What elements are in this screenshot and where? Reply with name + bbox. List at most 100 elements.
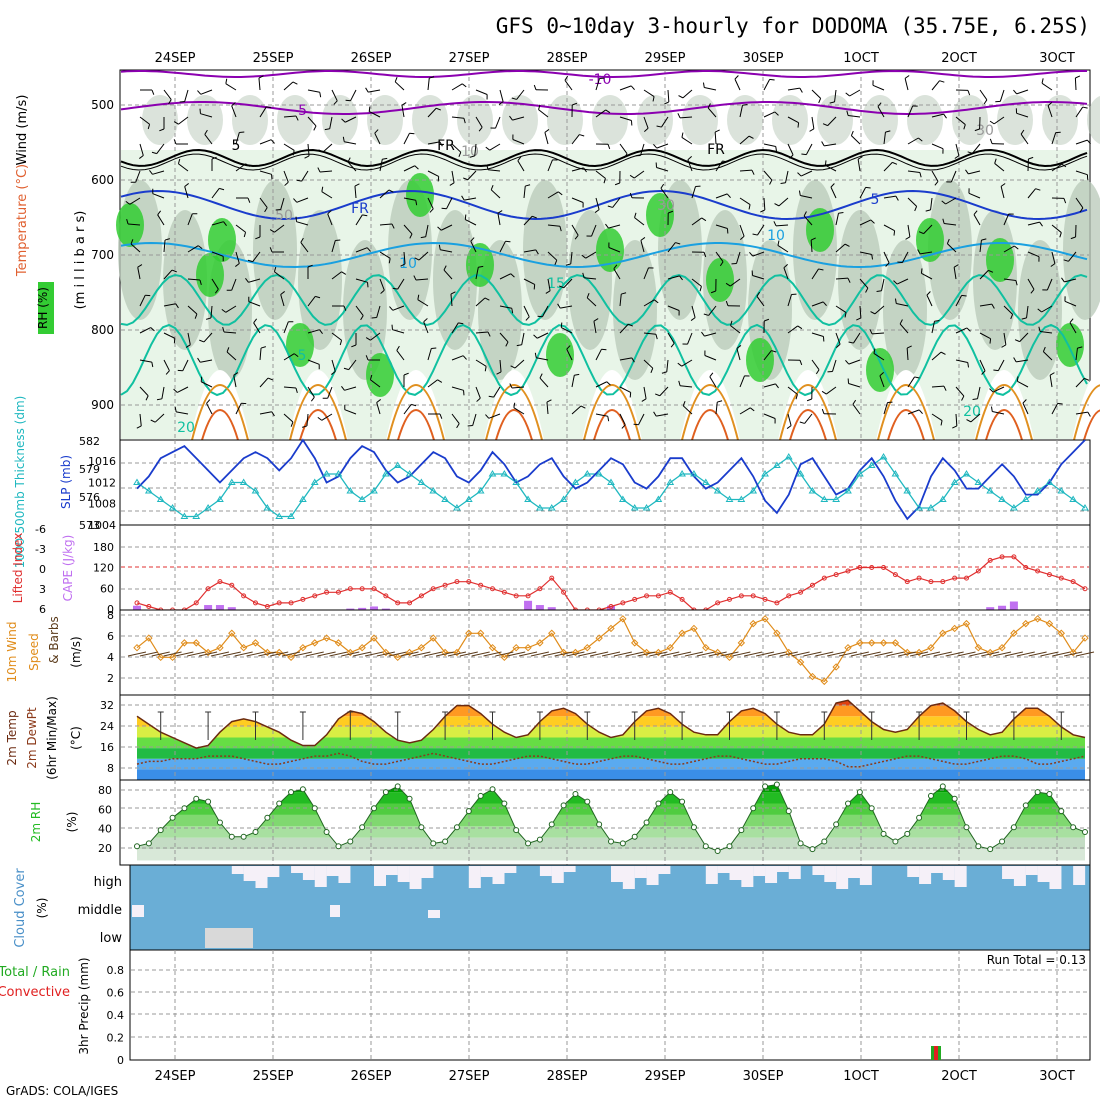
- wind-barb-flag: [656, 125, 662, 128]
- wind-barb: [859, 187, 867, 199]
- thickness-point: [725, 495, 734, 502]
- wind-barb: [514, 359, 525, 369]
- wind-barb-flag: [165, 370, 170, 375]
- surface-wind-barb: [803, 651, 822, 657]
- wind-barb: [225, 305, 237, 313]
- rh-shade-upper: [1042, 95, 1078, 145]
- wind-barb-flag: [1000, 183, 1006, 187]
- surface-wind-barb: [353, 651, 372, 657]
- wind-barb: [451, 386, 464, 391]
- wind-barb-flag: [703, 252, 707, 258]
- wind-barb: [585, 251, 597, 259]
- pressure-tick: 700: [91, 248, 114, 262]
- cape-label: CAPE (J/kg): [61, 535, 75, 602]
- wind-barb-flag: [989, 138, 993, 144]
- wind-barb: [1075, 139, 1088, 145]
- rh-point: [394, 783, 401, 790]
- wind-barb: [423, 321, 429, 334]
- wind-barb: [977, 386, 981, 399]
- wind-barb: [139, 413, 142, 426]
- wind-barbs: [125, 75, 1091, 429]
- wind-barb: [547, 278, 551, 291]
- wind-barb: [859, 305, 862, 319]
- wind-barb-flag: [409, 233, 413, 239]
- wind-barb-flag: [775, 383, 779, 389]
- precip-conv-label: Convective: [0, 985, 70, 1000]
- wind-barb: [259, 197, 268, 208]
- surface-wind-barb: [909, 651, 929, 657]
- li-point: [1011, 554, 1017, 560]
- wind-barb: [591, 224, 597, 237]
- wind-barb-flag: [177, 158, 181, 164]
- wind-barb-flag: [621, 292, 627, 295]
- wind-barb-flag: [925, 209, 931, 212]
- contour-label: 30: [976, 123, 994, 139]
- contour-25: [1083, 409, 1100, 441]
- wind-barb: [490, 189, 501, 199]
- contour-25: [789, 409, 827, 441]
- wind-barb: [403, 197, 416, 201]
- wind-barb-flag: [347, 157, 351, 163]
- wind-barb-flag: [725, 282, 731, 287]
- wind-speed-point: [287, 653, 295, 662]
- wind-barb-flag: [365, 355, 369, 361]
- wind-barb: [570, 251, 573, 264]
- wind-barb-flag: [893, 280, 898, 285]
- wind-barb-flag: [463, 118, 466, 124]
- wind-barb-flag: [972, 398, 978, 401]
- wind-barb-flag: [973, 210, 978, 215]
- wind-barb-flag: [857, 156, 863, 160]
- wind-barb: [235, 251, 240, 264]
- rh-shade-upper: [502, 95, 538, 145]
- wind-barb: [1020, 133, 1029, 145]
- wind-barb: [931, 413, 943, 421]
- wind-barb: [704, 87, 717, 91]
- wind-barb: [586, 297, 597, 307]
- li-point: [833, 572, 839, 578]
- cape-bar: [346, 608, 355, 610]
- wind-barb-flag: [904, 75, 910, 79]
- thickness-point: [642, 504, 651, 511]
- wind-barb: [955, 359, 968, 363]
- rh-point: [892, 838, 899, 845]
- surface-wind-barb: [969, 651, 988, 657]
- wind-barb-flag: [461, 195, 465, 201]
- wind-barb-flag: [966, 419, 972, 423]
- wind-barb-flag: [679, 275, 683, 281]
- thickness-point: [453, 504, 461, 511]
- wind-barb: [523, 186, 526, 199]
- surface-wind-barb: [886, 651, 905, 657]
- wind-barb-flag: [795, 394, 798, 400]
- wind-barb: [1043, 351, 1053, 361]
- wind-barb: [827, 116, 837, 126]
- wind-speed-point: [808, 672, 817, 681]
- wind-barb-flag: [605, 223, 609, 229]
- wind-speed-point: [382, 648, 390, 657]
- wind-barb-flag: [586, 292, 590, 299]
- wind-barb-flag: [918, 231, 924, 235]
- rh2m-label: 2m RH: [29, 802, 43, 843]
- rh-point: [501, 800, 508, 807]
- wind-barb-flag: [847, 277, 851, 283]
- li-point: [975, 568, 981, 574]
- x-tick-label: 25SEP: [253, 1069, 294, 1084]
- wind-barb-flag: [362, 214, 368, 217]
- wind-barb: [516, 89, 525, 100]
- rh-shade-upper: [682, 95, 718, 145]
- wind-barb-flag: [920, 268, 923, 274]
- high-cloud-clear: [1073, 866, 1086, 885]
- rh-point: [845, 800, 851, 807]
- wind-barb-flag: [836, 343, 841, 348]
- high-cloud-clear: [824, 866, 837, 882]
- wind-barb: [777, 245, 789, 253]
- wind-barb-flag: [130, 239, 134, 245]
- thickness-point: [713, 487, 722, 494]
- wind-barb: [417, 299, 429, 307]
- wind-barb-flag: [437, 176, 440, 182]
- high-cloud-clear: [267, 866, 280, 877]
- wind-barb: [775, 224, 789, 227]
- wind-barb: [163, 240, 166, 253]
- rh-point: [145, 840, 152, 847]
